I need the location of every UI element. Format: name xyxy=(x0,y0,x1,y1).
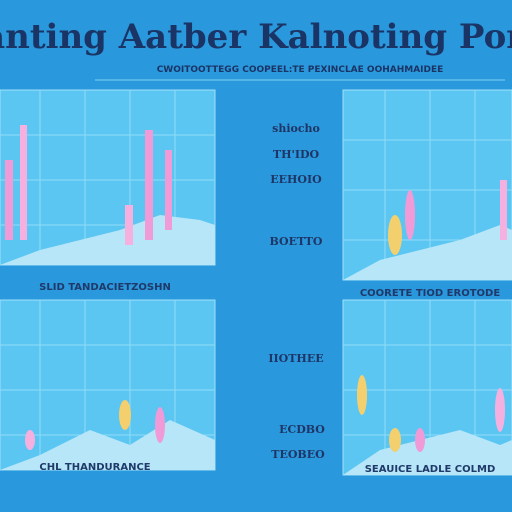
side-label: TH'IDO xyxy=(273,148,320,161)
panel xyxy=(342,299,512,476)
subtitle: CWOITOOTTEGG COOPEEL:TE PEXINCLAE OOHAHM… xyxy=(157,65,444,75)
title: Wianting Aatber Kalnoting Poretr xyxy=(0,17,512,57)
side-label: shiocho xyxy=(272,122,320,135)
side-label: EEHOIO xyxy=(270,173,322,186)
side-label: IIOTHEE xyxy=(268,352,323,365)
panel xyxy=(342,89,512,281)
side-label: TEOBEO xyxy=(271,448,325,461)
panel-caption: SLID TANDACIETZOSHN xyxy=(39,282,171,293)
side-label: BOETTO xyxy=(269,235,322,248)
panel xyxy=(0,299,216,471)
panel-caption: COORETE TIOD EROTODE xyxy=(360,288,500,299)
panel-caption: CHL THANDURANCE xyxy=(39,462,150,473)
panel xyxy=(0,89,216,266)
panel-caption: SEAUICE LADLE COLMD xyxy=(365,464,496,475)
side-label: ECDBO xyxy=(279,423,325,436)
